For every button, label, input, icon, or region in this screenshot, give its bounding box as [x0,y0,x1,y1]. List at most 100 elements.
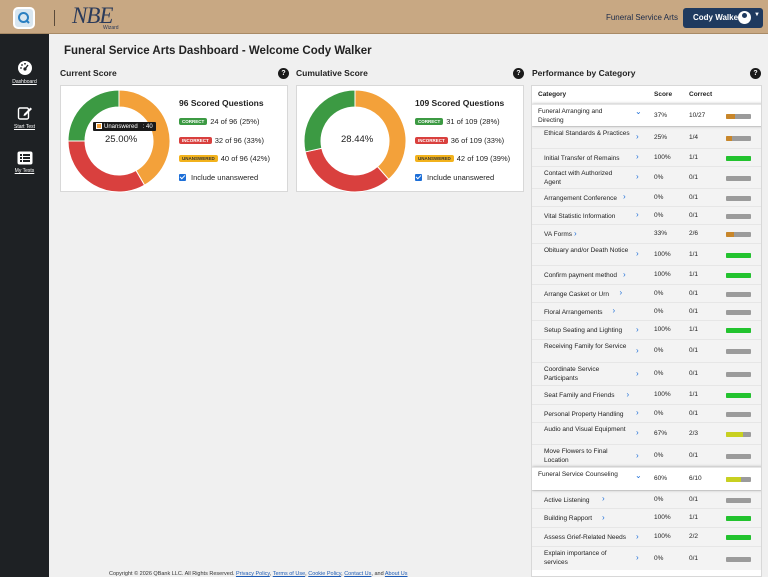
category-row[interactable]: Ethical Standards & Practices › 25% 1/4 [532,126,761,148]
category-score: 0% [654,370,664,377]
category-progress-bar [726,516,751,521]
qbank-logo-icon[interactable] [13,7,35,29]
current-correct-row: CORRECT 24 of 96 (25%) [179,117,259,126]
chevron-right-icon[interactable]: › [602,512,605,522]
current-include-unanswered[interactable]: Include unanswered [179,173,258,182]
category-row[interactable]: Vital Statistic Information › 0% 0/1 [532,206,761,224]
incorrect-segment[interactable] [67,140,146,193]
sidebar: Dashboard Start Test My Tests [0,34,49,577]
category-row[interactable]: Explain importance of services › 0% 0/1 [532,546,761,570]
category-row[interactable]: Personal Property Handling › 0% 0/1 [532,404,761,422]
nbe-logo[interactable]: NBE [72,3,113,28]
category-row[interactable]: Assess Grief-Related Needs › 100% 2/2 [532,527,761,546]
current-score-donut[interactable] [67,89,171,193]
incorrect-segment[interactable] [304,147,390,193]
help-icon[interactable]: ? [278,68,289,79]
chevron-right-icon[interactable]: › [636,531,639,541]
include-unanswered-checkbox[interactable] [179,174,186,181]
category-row[interactable]: Setup Seating and Lighting › 100% 1/1 [532,320,761,339]
chevron-right-icon[interactable]: › [636,210,639,219]
category-correct: 0/1 [689,211,699,219]
category-row[interactable]: Audio and Visual Equipment › 67% 2/3 [532,422,761,444]
sidebar-label-my-tests: My Tests [14,168,35,174]
category-row[interactable]: Contact with Authorized Agent › 0% 0/1 [532,166,761,188]
category-label: Initial Transfer of Remains [544,154,620,162]
cumulative-include-unanswered[interactable]: Include unanswered [415,173,494,182]
category-score: 37% [654,111,668,119]
category-row[interactable]: Confirm payment method › 100% 1/1 [532,265,761,284]
category-progress-bar [726,477,751,482]
performance-table-header: Category Score Correct [532,86,761,104]
category-score: 0% [654,554,664,562]
category-row[interactable]: Active Listening › 0% 0/1 [532,490,761,508]
terms-of-use-link[interactable]: Terms of Use [272,571,306,577]
chevron-down-icon[interactable]: ⌄ [635,107,642,116]
cumulative-score-donut[interactable] [303,89,407,193]
help-icon[interactable]: ? [513,68,524,79]
include-unanswered-checkbox[interactable] [415,174,422,181]
user-name: Cody Walker [693,13,742,22]
chevron-right-icon[interactable]: › [612,306,616,315]
help-icon[interactable]: ? [750,68,761,79]
chevron-right-icon[interactable]: › [636,152,639,161]
chevron-right-icon[interactable]: › [619,288,623,297]
chevron-right-icon[interactable]: › [602,494,605,503]
tooltip-swatch [96,123,102,129]
category-row[interactable]: Arrangement Conference › 0% 0/1 [532,188,761,206]
category-row[interactable]: Arrange Casket or Urn › 0% 0/1 [532,284,761,302]
correct-segment[interactable] [67,89,120,142]
cumulative-score-title: Cumulative Score [296,68,368,78]
chevron-right-icon[interactable]: › [636,345,639,355]
category-row[interactable]: Building Rapport › 100% 1/1 [532,508,761,527]
correct-segment[interactable] [303,89,356,153]
sidebar-item-dashboard[interactable]: Dashboard [0,60,49,85]
chevron-right-icon[interactable]: › [636,553,639,562]
current-correct-text: 24 of 96 (25%) [210,117,260,126]
category-row[interactable]: VA Forms › 33% 2/6 [532,224,761,243]
category-row[interactable]: Coordinate Service Participants › 0% 0/1 [532,362,761,385]
correct-badge: CORRECT [415,118,444,125]
cumulative-unanswered-row: UNANSWERED 42 of 109 (39%) [415,154,510,163]
chevron-right-icon[interactable]: › [623,269,626,279]
category-label: Building Rapport [544,515,593,522]
list-icon [17,151,32,165]
category-progress-bar [726,232,751,237]
footer-and: , and [371,571,384,577]
category-row[interactable]: Floral Arrangements › 0% 0/1 [532,302,761,320]
incorrect-badge: INCORRECT [415,137,448,144]
category-group-row[interactable]: Funeral Arranging and Directing ⌄ 37% 10/27 [532,104,761,126]
category-row[interactable]: Seat Family and Friends › 100% 1/1 [532,385,761,404]
chevron-down-icon[interactable]: ⌄ [635,470,642,480]
chevron-right-icon[interactable]: › [636,132,639,141]
category-row[interactable]: Receiving Family for Service › 0% 0/1 [532,339,761,362]
chevron-right-icon[interactable]: › [636,450,639,460]
chevron-right-icon[interactable]: › [636,408,639,417]
chevron-right-icon[interactable]: › [574,228,577,238]
cookie-policy-link[interactable]: Cookie Policy [308,571,342,577]
chevron-right-icon[interactable]: › [636,368,639,378]
about-us-link[interactable]: About Us [384,571,408,577]
chevron-right-icon[interactable]: › [626,389,630,399]
user-menu-button[interactable]: Cody Walker ▼ [683,8,763,28]
category-label: Arrange Casket or Urn [544,290,610,298]
chevron-right-icon[interactable]: › [636,428,639,437]
contact-us-link[interactable]: Contact Us [344,571,372,577]
column-header-category: Category [538,91,567,98]
sidebar-item-start-test[interactable]: Start Test [0,105,49,130]
progress-fill [726,431,743,437]
chevron-right-icon[interactable]: › [623,192,626,201]
chevron-right-icon[interactable]: › [636,249,639,258]
category-row[interactable]: Initial Transfer of Remains › 100% 1/1 [532,148,761,166]
privacy-policy-link[interactable]: Privacy Policy [235,571,270,577]
current-score-title: Current Score [60,68,117,78]
sidebar-item-my-tests[interactable]: My Tests [0,151,49,174]
chevron-right-icon[interactable]: › [636,172,639,181]
category-score: 0% [654,173,664,181]
chevron-right-icon[interactable]: › [636,324,639,334]
category-row[interactable]: Move Flowers to Final Location › 0% 0/1 [532,444,761,467]
category-row[interactable]: Obituary and/or Death Notice › 100% 1/1 [532,243,761,265]
caret-down-icon: ▼ [754,12,760,18]
correct-badge: CORRECT [179,118,208,125]
category-group-row[interactable]: Funeral Service Counseling ⌄ 60% 6/10 [532,467,761,490]
progress-fill [726,252,751,258]
